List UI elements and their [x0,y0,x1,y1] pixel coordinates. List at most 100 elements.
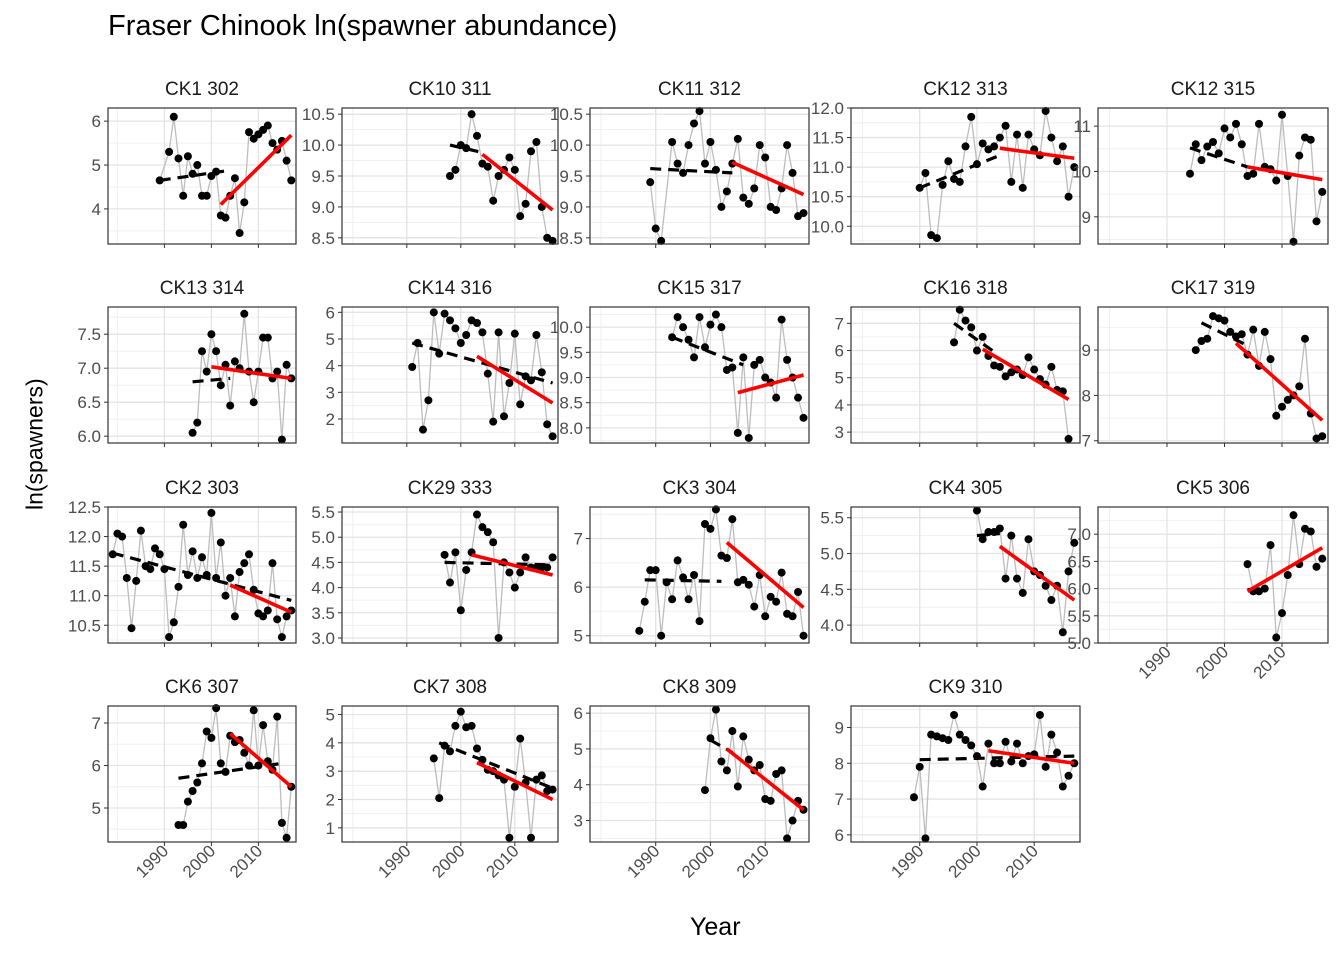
dashed-trend-line [411,341,554,385]
data-point [766,592,775,601]
data-point [695,313,704,322]
data-point [505,833,514,842]
data-point [151,544,159,553]
data-point [1007,757,1016,766]
y-tick-label: 5.5 [311,503,335,522]
data-point [165,633,174,642]
data-point [216,381,225,390]
y-tick-label: 9 [1082,341,1091,360]
y-tick-label: 6 [574,578,583,597]
data-point [516,400,525,409]
data-point [640,597,649,606]
panel-border [107,506,297,644]
panel-border [589,705,810,843]
x-tick-label: 1990 [887,841,927,881]
data-point [1058,142,1067,151]
data-point [1024,130,1033,139]
data-point [1070,163,1079,172]
data-point [212,573,221,582]
data-point [978,782,987,791]
data-point [794,393,803,402]
data-point [967,741,976,750]
data-point [646,178,655,187]
data-point [446,172,454,180]
data-point [944,736,953,744]
x-tick-label: 2010 [482,841,522,881]
y-tick-label: 10.0 [302,136,335,155]
data-point [235,229,244,238]
data-point [1318,554,1327,563]
data-point [1318,432,1327,441]
data-point [1312,562,1321,571]
data-point [174,582,183,591]
y-tick-label: 7 [835,314,844,333]
data-point [1203,142,1212,151]
dashed-trend-line [112,551,292,602]
data-point [510,782,519,791]
recent-trend-line [476,354,554,405]
panel-ck12-315: CK12 315 9 10 11 [1072,79,1329,248]
data-point [1306,527,1315,536]
y-tick-label: 5 [326,330,335,349]
panel-title: CK3 304 [663,478,737,499]
data-point [783,834,792,843]
data-point [188,787,197,795]
y-tick-label: 11 [1073,117,1091,136]
data-point [777,766,786,775]
recent-trend-line [1247,165,1323,182]
data-point [1203,334,1212,343]
data-point [1001,737,1010,746]
data-point [179,191,188,200]
data-point [521,199,530,208]
data-point [263,121,272,130]
data-point [277,633,286,642]
panel-title: CK6 307 [165,677,239,698]
y-tick-label: 3 [326,383,335,402]
data-point [700,786,709,795]
y-tick-label: 7 [1082,432,1091,451]
data-point [249,706,258,715]
data-point [179,821,188,829]
data-point [1013,574,1022,583]
data-point [990,142,999,151]
data-point [995,524,1004,533]
data-point [1191,140,1200,149]
panel-border [850,306,1081,444]
y-tick-label: 11.5 [812,129,844,148]
panel-title: CK5 306 [1176,478,1250,499]
data-point [733,782,742,791]
data-point [1186,169,1194,178]
data-point [273,712,282,721]
y-tick-label: 11.5 [69,557,101,576]
data-point [1272,176,1281,185]
panel-ck12-313: CK12 313 10.0 10.5 11.0 11.5 12.0 [811,79,1081,248]
y-tick-label: 7 [92,714,101,733]
data-point [722,766,731,775]
y-tick-label: 4 [835,396,844,415]
data-point [277,435,286,444]
dashed-trend-line [438,741,554,790]
data-point [1001,372,1010,381]
data-point [1007,531,1016,540]
data-point [489,417,498,426]
chart-title: Fraser Chinook ln(spawner abundance) [108,10,618,42]
data-point [532,331,541,339]
y-tick-label: 4 [326,734,335,753]
y-tick-label: 10.5 [68,616,101,635]
y-tick-label: 2 [326,791,335,810]
data-point [1249,169,1258,178]
data-point [733,428,742,437]
panel-title: CK1 302 [165,79,239,100]
data-point [516,568,525,577]
panel-title: CK7 308 [413,677,487,698]
data-point [254,761,263,770]
recent-trend-line [731,160,805,197]
data-point [169,618,178,627]
y-tick-label: 12.0 [811,99,844,118]
y-tick-label: 3 [326,762,335,781]
data-point [668,138,677,146]
y-tick-label: 5 [574,627,583,646]
data-point [955,177,964,186]
y-tick-label: 4 [326,357,335,376]
data-point [146,565,155,574]
